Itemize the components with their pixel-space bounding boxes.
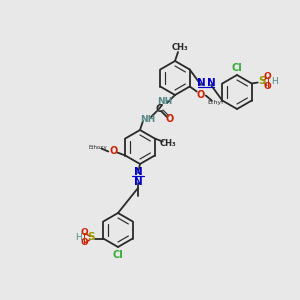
- Text: O: O: [264, 82, 272, 91]
- Text: C: C: [155, 104, 163, 114]
- Text: N: N: [134, 177, 142, 187]
- Text: N: N: [207, 79, 215, 88]
- Text: Cl: Cl: [112, 250, 123, 260]
- Text: Ethoxy: Ethoxy: [89, 145, 108, 150]
- Text: H: H: [75, 233, 82, 242]
- Text: Ethyl: Ethyl: [208, 100, 224, 105]
- Text: CH₃: CH₃: [159, 139, 176, 148]
- Text: S: S: [258, 76, 266, 86]
- Text: S: S: [88, 232, 95, 242]
- Text: O: O: [196, 89, 205, 100]
- Text: O: O: [80, 238, 88, 247]
- Text: O: O: [109, 146, 117, 157]
- Text: NH: NH: [140, 115, 156, 124]
- Text: NH: NH: [158, 97, 172, 106]
- Text: CH₃: CH₃: [172, 43, 188, 52]
- Text: O: O: [264, 72, 272, 81]
- Text: N: N: [134, 167, 142, 177]
- Text: N: N: [196, 79, 206, 88]
- Text: Cl: Cl: [232, 63, 242, 73]
- Text: O: O: [80, 228, 88, 237]
- Text: H: H: [271, 77, 278, 86]
- Text: O: O: [166, 114, 174, 124]
